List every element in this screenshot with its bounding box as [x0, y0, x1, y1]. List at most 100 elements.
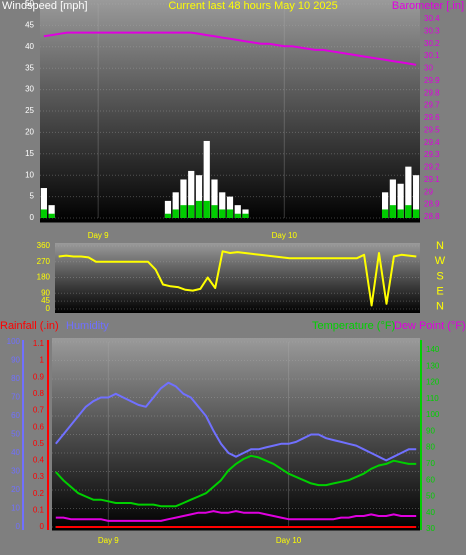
legend-label: Temperature (°F) — [312, 320, 395, 332]
tick-label: 120 — [426, 378, 440, 387]
tick-label: 5 — [30, 192, 35, 201]
bar — [389, 179, 396, 218]
tick-label: 20 — [25, 128, 34, 137]
tick-label: 0.4 — [33, 456, 45, 465]
tick-label: 0.1 — [33, 505, 45, 514]
tick-label: 25 — [25, 106, 34, 115]
tick-label: 80 — [11, 374, 20, 383]
tick-label: 0.3 — [33, 472, 45, 481]
tick-label: 30 — [25, 85, 34, 94]
tick-label: 0 — [30, 213, 35, 222]
tick-label: 15 — [25, 149, 34, 158]
bar — [219, 192, 226, 218]
tick-label: 30.4 — [424, 14, 440, 23]
bar — [413, 175, 420, 218]
tick-label: 30 — [11, 467, 20, 476]
bar — [211, 205, 218, 218]
tick-label: 0 — [46, 304, 51, 313]
x-tick-label: Day 10 — [276, 536, 302, 545]
plot-area — [52, 338, 420, 530]
tick-label: 90 — [426, 426, 435, 435]
bar — [188, 170, 195, 218]
line — [58, 250, 417, 307]
chart-title: Current last 48 hours May 10 2025 — [168, 0, 337, 12]
bar — [203, 140, 210, 218]
tick-label: 130 — [426, 361, 440, 370]
bar — [226, 196, 234, 218]
bar — [234, 213, 241, 218]
tick-label: 10 — [25, 170, 34, 179]
tick-label: 29.3 — [424, 150, 440, 159]
tick-label: 29.5 — [424, 125, 440, 134]
bar — [164, 200, 172, 218]
tick-label: 90 — [11, 356, 20, 365]
compass-label: N — [436, 301, 444, 313]
tick-label: 0.2 — [33, 489, 45, 498]
tick-label: 45 — [25, 21, 34, 30]
tick-label: 0 — [16, 522, 21, 531]
bar — [382, 209, 389, 218]
bar — [48, 213, 55, 218]
bar — [48, 205, 55, 218]
x-tick-label: Day 9 — [98, 536, 119, 545]
compass-label: W — [435, 255, 446, 267]
tick-label: 100 — [426, 410, 440, 419]
plot-area — [40, 0, 420, 222]
bar — [172, 192, 179, 218]
tick-label: 30.2 — [424, 39, 440, 48]
bar — [389, 205, 396, 218]
bar — [195, 175, 203, 218]
tick-label: 28.9 — [424, 200, 440, 209]
tick-label: 70 — [11, 393, 20, 402]
tick-label: 30 — [426, 524, 435, 533]
bar — [226, 209, 234, 218]
bar — [405, 205, 412, 218]
line — [43, 31, 417, 66]
tick-label: 100 — [7, 337, 21, 346]
line — [55, 510, 417, 522]
tick-label: 29.7 — [424, 101, 440, 110]
tick-label: 0.6 — [33, 422, 45, 431]
tick-label: 0.8 — [33, 389, 45, 398]
tick-label: 90 — [41, 288, 50, 297]
tick-label: 180 — [37, 273, 51, 282]
x-tick-label: Day 9 — [88, 231, 109, 240]
bar — [211, 179, 218, 218]
tick-label: 50 — [426, 492, 435, 501]
tick-label: 29.9 — [424, 76, 440, 85]
tick-label: 30.1 — [424, 51, 440, 60]
tick-label: 140 — [426, 345, 440, 354]
bar — [180, 205, 187, 218]
tick-label: 0.5 — [33, 439, 45, 448]
x-tick-label: Day 10 — [272, 231, 298, 240]
compass-label: N — [436, 240, 444, 252]
tick-label: 40 — [426, 508, 435, 517]
tick-label: 50 — [11, 430, 20, 439]
line — [55, 454, 417, 508]
tick-label: 20 — [11, 485, 20, 494]
tick-label: 35 — [25, 63, 34, 72]
tick-label: 29.6 — [424, 113, 440, 122]
compass-label: S — [436, 270, 443, 282]
tick-label: 45 — [41, 296, 50, 305]
bar — [242, 213, 249, 218]
tick-label: 29.1 — [424, 175, 440, 184]
tick-label: 50 — [25, 0, 34, 8]
bar — [180, 179, 187, 218]
tick-label: 40 — [25, 42, 34, 51]
plot-area — [55, 243, 420, 313]
legend-label: Rainfall (.in) — [0, 320, 59, 332]
bar — [219, 209, 226, 218]
line — [55, 381, 417, 462]
tick-label: 1 — [40, 356, 45, 365]
y2-axis-label: Barometer [.in] — [392, 0, 464, 12]
tick-label: 110 — [426, 394, 439, 403]
tick-label: 30.3 — [424, 26, 440, 35]
tick-label: 10 — [11, 504, 20, 513]
tick-label: 1.1 — [33, 339, 45, 348]
bar — [40, 188, 47, 218]
bar — [413, 209, 420, 218]
legend-label: Dew Point (°F) — [394, 320, 466, 332]
y-axis-label: Windspeed [mph] — [2, 0, 88, 12]
tick-label: 29.8 — [424, 88, 440, 97]
